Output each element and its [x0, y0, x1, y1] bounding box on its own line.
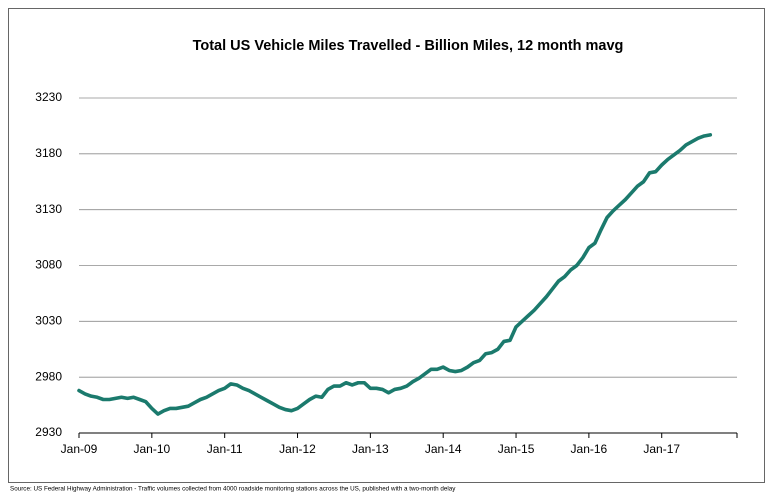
x-tick-label: Jan-14 — [425, 442, 462, 456]
x-tick-label: Jan-11 — [207, 442, 243, 456]
y-tick-label: 3230 — [35, 90, 62, 104]
y-tick-label: 2980 — [35, 369, 62, 383]
y-tick-label: 3080 — [35, 258, 62, 272]
x-tick-label: Jan-17 — [643, 442, 680, 456]
x-tick-label: Jan-13 — [352, 442, 389, 456]
x-tick-label: Jan-09 — [61, 442, 98, 456]
source-note: Source: US Federal Highway Administratio… — [10, 486, 456, 493]
x-tick-label: Jan-16 — [571, 442, 608, 456]
frame — [8, 8, 765, 483]
x-tick-label: Jan-15 — [498, 442, 535, 456]
y-tick-label: 3130 — [35, 202, 62, 216]
y-tick-label: 2930 — [35, 425, 62, 439]
x-tick-label: Jan-10 — [133, 442, 170, 456]
chart-title: Total US Vehicle Miles Travelled - Billi… — [193, 38, 624, 54]
x-tick-label: Jan-12 — [279, 442, 316, 456]
data-line — [77, 133, 713, 416]
y-tick-label: 3030 — [35, 314, 62, 328]
y-tick-label: 3180 — [35, 146, 62, 160]
